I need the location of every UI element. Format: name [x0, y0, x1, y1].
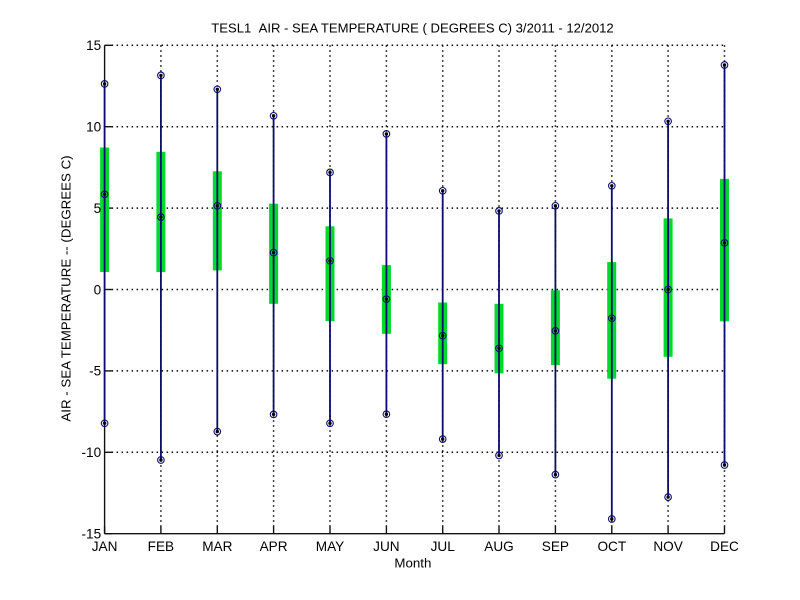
svg-text:-10: -10: [82, 445, 102, 460]
svg-text:-15: -15: [82, 527, 102, 542]
svg-text:DEC: DEC: [710, 539, 739, 554]
svg-text:MAY: MAY: [316, 539, 344, 554]
svg-text:AUG: AUG: [484, 539, 513, 554]
svg-text:5: 5: [94, 201, 102, 216]
svg-text:Month: Month: [394, 556, 431, 571]
svg-text:APR: APR: [260, 539, 288, 554]
svg-text:SEP: SEP: [542, 539, 569, 554]
svg-text:AIR - SEA TEMPERATURE -- (DEGR: AIR - SEA TEMPERATURE -- (DEGREES C): [59, 155, 74, 421]
svg-text:NOV: NOV: [653, 539, 682, 554]
svg-text:FEB: FEB: [148, 539, 174, 554]
svg-text:MAR: MAR: [202, 539, 232, 554]
svg-text:15: 15: [86, 38, 101, 53]
svg-text:10: 10: [86, 120, 102, 135]
svg-text:0: 0: [94, 282, 102, 297]
svg-text:JUN: JUN: [373, 539, 399, 554]
svg-text:-5: -5: [89, 364, 101, 379]
svg-text:JAN: JAN: [92, 539, 118, 554]
svg-text:TESL1 AIR - SEA TEMPERATURE (: TESL1 AIR - SEA TEMPERATURE ( DEGREES C)…: [211, 21, 613, 36]
svg-text:OCT: OCT: [597, 539, 626, 554]
svg-text:JUL: JUL: [431, 539, 456, 554]
